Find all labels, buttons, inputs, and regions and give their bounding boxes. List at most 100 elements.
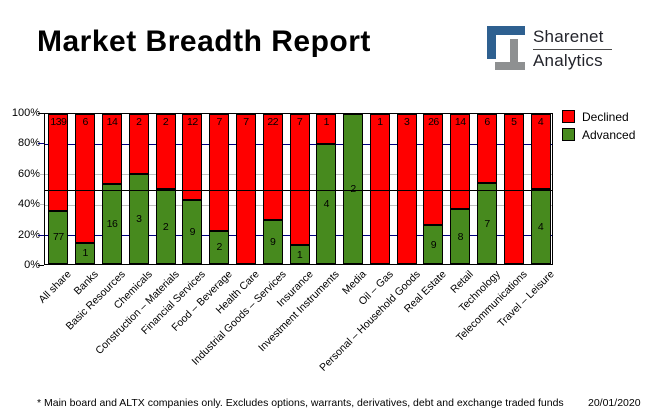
declined-value-label: 2: [162, 116, 169, 128]
declined-value-label: 139: [50, 116, 67, 128]
y-axis-tick-80: [38, 143, 44, 145]
declined-segment: 7: [209, 114, 230, 231]
sharenet-logo: Sharenet Analytics: [487, 26, 612, 72]
declined-value-label: 4: [537, 116, 544, 128]
x-axis-label-all-share: All share: [36, 268, 75, 306]
bar-financial-services: 12 9: [182, 114, 203, 264]
footnote: * Main board and ALTX companies only. Ex…: [37, 397, 564, 409]
advanced-value-label: 7: [484, 217, 490, 230]
logo-divider: [533, 49, 612, 50]
report-date: 20/01/2020: [588, 397, 641, 409]
declined-segment: 12: [182, 114, 203, 200]
declined-segment: 139: [48, 114, 69, 211]
advanced-segment: 1: [289, 245, 310, 264]
y-axis-label-20: 20%: [17, 228, 40, 241]
declined-value-label: 14: [106, 116, 118, 128]
declined-value-label: 1: [377, 116, 383, 128]
bar-media: 2: [343, 114, 364, 264]
advanced-segment: 16: [101, 184, 122, 264]
advanced-value-label: 4: [537, 220, 544, 233]
declined-value-label: 2: [136, 116, 142, 128]
advanced-segment: 77: [48, 210, 69, 264]
declined-segment: 2: [155, 114, 176, 189]
advanced-value-label: 16: [106, 218, 118, 230]
declined-value-label: 12: [186, 116, 198, 128]
declined-value-label: 1: [323, 116, 330, 128]
advanced-value-label: 1: [82, 247, 89, 260]
declined-segment: 14: [450, 114, 471, 210]
declined-segment: 7: [289, 114, 310, 246]
declined-segment: 5: [503, 114, 524, 264]
advanced-value-label: 9: [270, 236, 276, 249]
advanced-value-label: 2: [216, 241, 222, 254]
declined-segment: 6: [75, 114, 96, 243]
advanced-segment: 9: [182, 199, 203, 264]
page-title: Market Breadth Report: [37, 25, 371, 58]
plot-area: 1397761141623221297272297114213269148675…: [44, 113, 553, 265]
declined-value-label: 22: [267, 116, 279, 128]
advanced-segment: 8: [450, 209, 471, 264]
declined-value-label: 7: [243, 116, 249, 128]
advanced-segment: 4: [316, 144, 337, 264]
legend-label-advanced: Advanced: [582, 128, 636, 142]
y-axis-tick-0: [38, 265, 44, 266]
bar-health-care: 7: [235, 114, 256, 264]
declined-segment: 7: [235, 114, 256, 264]
declined-segment: 1: [316, 114, 337, 144]
advanced-value-label: 4: [323, 198, 330, 210]
declined-segment: 4: [530, 114, 551, 189]
advanced-value-label: 9: [430, 238, 437, 251]
logo-line-sharenet: Sharenet: [533, 27, 604, 46]
bar-personal-household-goods: 3: [396, 114, 417, 264]
y-axis-tick-20: [38, 234, 44, 236]
y-axis-label-80: 80%: [17, 137, 40, 150]
y-axis-label-0: 0%: [24, 259, 40, 271]
logo-text: Sharenet Analytics: [533, 27, 613, 71]
y-axis-tick-40: [38, 204, 44, 206]
declined-segment: 2: [128, 114, 149, 174]
declined-value-label: 6: [82, 116, 89, 128]
advanced-segment: 2: [155, 189, 176, 264]
advanced-segment: 7: [477, 183, 498, 264]
y-axis-tick-60: [38, 173, 44, 175]
legend-swatch-declined: [562, 110, 575, 123]
declined-value-label: 7: [216, 116, 222, 128]
declined-value-label: 6: [484, 116, 490, 128]
advanced-segment: 2: [343, 114, 364, 264]
advanced-segment: 1: [75, 242, 96, 264]
bar-retail: 14 8: [450, 114, 471, 264]
advanced-value-label: 2: [162, 220, 169, 233]
advanced-segment: 4: [530, 189, 551, 264]
legend-label-declined: Declined: [582, 110, 629, 124]
bar-real-estate: 26 9: [423, 114, 444, 264]
declined-value-label: 7: [296, 116, 303, 128]
advanced-value-label: 77: [53, 231, 64, 244]
reference-line-50pct: [45, 189, 552, 191]
declined-segment: 14: [101, 114, 122, 184]
declined-segment: 1: [369, 114, 390, 264]
bar-all-share: 139 77: [48, 114, 69, 264]
bar-basic-resources: 14 16: [101, 114, 122, 264]
bar-telecommunications: 5: [503, 114, 524, 264]
advanced-segment: 9: [423, 225, 444, 264]
y-axis-label-100: 100%: [11, 107, 40, 119]
advanced-segment: 2: [209, 230, 230, 264]
y-axis-tick-100: [38, 113, 44, 114]
declined-segment: 26: [423, 114, 444, 226]
y-axis-label-60: 60%: [17, 167, 40, 180]
advanced-segment: 9: [262, 220, 283, 264]
y-axis-label-40: 40%: [17, 198, 40, 211]
legend-swatch-advanced: [562, 128, 575, 141]
declined-value-label: 5: [511, 116, 517, 128]
bar-oil-gas: 1: [369, 114, 390, 264]
declined-value-label: 3: [403, 116, 410, 128]
advanced-value-label: 2: [350, 183, 356, 195]
bar-industrial-goods-services: 22 9: [262, 114, 283, 264]
